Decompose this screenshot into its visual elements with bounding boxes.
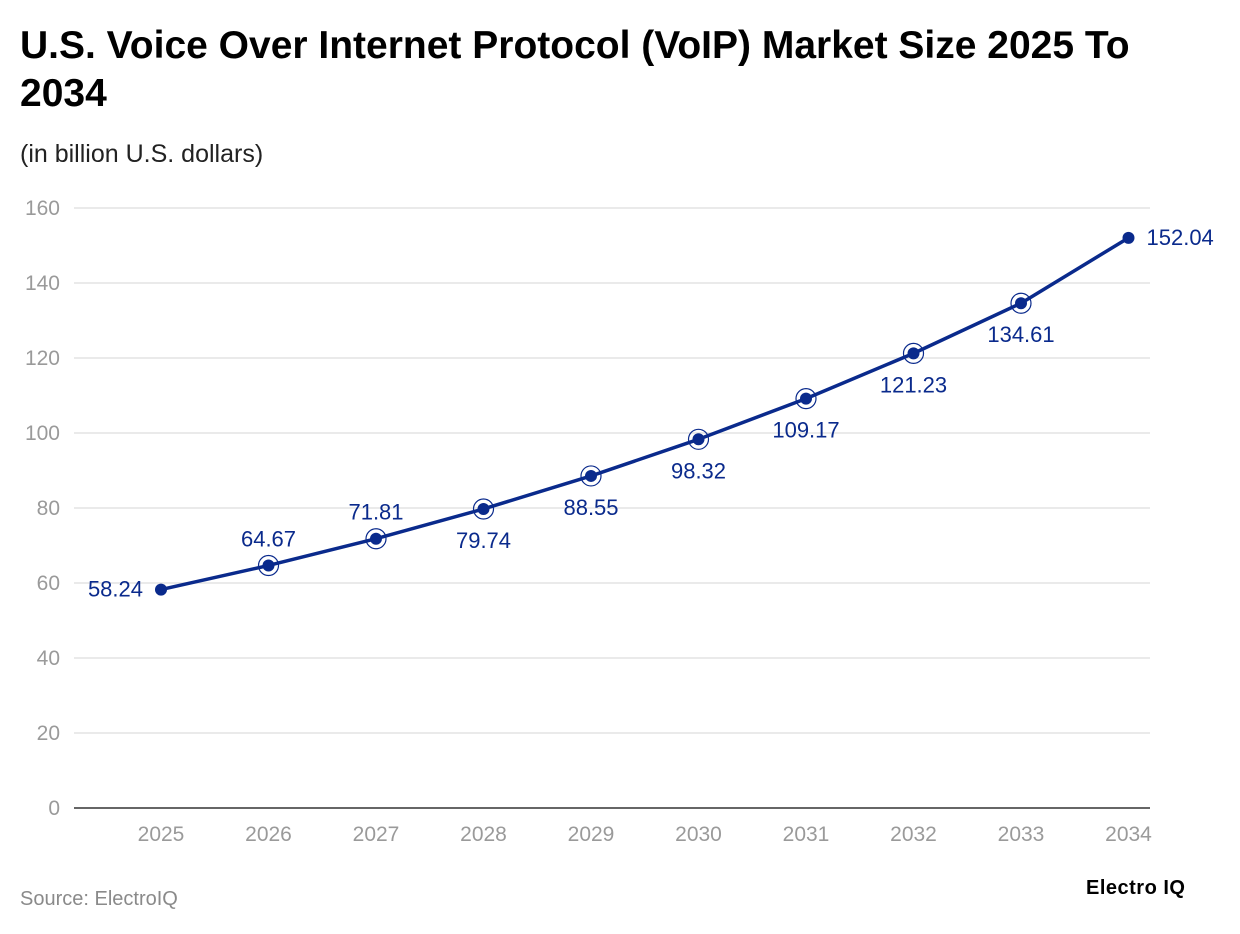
data-label: 79.74 (456, 528, 511, 553)
data-point (1122, 231, 1135, 244)
data-point-ring (472, 498, 495, 520)
brand-logo: Electro IQ (1086, 877, 1186, 899)
data-point (477, 502, 490, 515)
data-labels: 58.24 64.67 71.81 79.74 88.55 98.32 109.17 121.… (88, 225, 1214, 602)
data-point (585, 469, 597, 482)
data-label: 64.67 (241, 526, 296, 551)
data-points (155, 231, 1135, 596)
series-line (159, 236, 1131, 592)
x-tick-label: 2033 (998, 823, 1045, 846)
x-tick-label: 2031 (783, 823, 830, 846)
data-point-ring (687, 428, 710, 450)
data-label: 71.81 (348, 500, 403, 525)
y-axis-ticks: 0 20 40 60 80 100 120 140 160 (25, 197, 60, 820)
data-label: 109.17 (772, 418, 839, 443)
x-tick-label: 2034 (1105, 823, 1152, 846)
chart-title: U.S. Voice Over Internet Protocol (VoIP)… (20, 24, 1130, 115)
data-point-ring (902, 342, 925, 364)
series-line-group (159, 236, 1131, 592)
x-tick-label: 2032 (890, 823, 937, 846)
gridlines (74, 207, 1150, 734)
data-label: 134.61 (987, 322, 1054, 347)
x-tick-label: 2025 (138, 823, 185, 846)
data-point (370, 532, 382, 545)
x-tick-label: 2029 (568, 823, 615, 846)
x-tick-label: 2027 (353, 823, 400, 846)
data-point (800, 392, 812, 405)
x-axis-ticks: 2025 2026 2027 2028 2029 2030 2031 2032 2033 2034 (138, 823, 1153, 846)
data-point (907, 347, 920, 360)
source-note: Source: ElectroIQ (20, 888, 178, 910)
data-label: 88.55 (563, 495, 618, 520)
data-point-ring (795, 388, 817, 410)
x-tick-label: 2030 (675, 823, 722, 846)
y-tick-label: 60 (37, 572, 60, 595)
x-tick-label: 2026 (245, 823, 292, 846)
y-tick-label: 160 (25, 197, 60, 220)
data-label: 58.24 (88, 577, 143, 602)
y-tick-label: 40 (37, 647, 60, 670)
y-tick-label: 0 (48, 797, 60, 820)
y-tick-label: 100 (25, 422, 60, 445)
data-point (155, 583, 167, 596)
data-label: 152.04 (1147, 225, 1214, 250)
y-tick-label: 80 (37, 497, 60, 520)
data-point (1015, 297, 1027, 310)
data-point-ring (365, 528, 387, 550)
y-tick-label: 140 (25, 272, 60, 295)
x-tick-label: 2028 (460, 823, 507, 846)
data-label: 98.32 (671, 458, 726, 483)
data-point-ring (257, 554, 280, 577)
data-point-ring (1010, 292, 1032, 314)
y-tick-label: 20 (37, 722, 60, 745)
data-point-ring (580, 465, 602, 487)
data-point (692, 433, 705, 446)
chart-subtitle: (in billion U.S. dollars) (20, 140, 264, 168)
y-tick-label: 120 (25, 347, 60, 370)
data-label: 121.23 (880, 372, 947, 397)
data-point (262, 559, 275, 572)
